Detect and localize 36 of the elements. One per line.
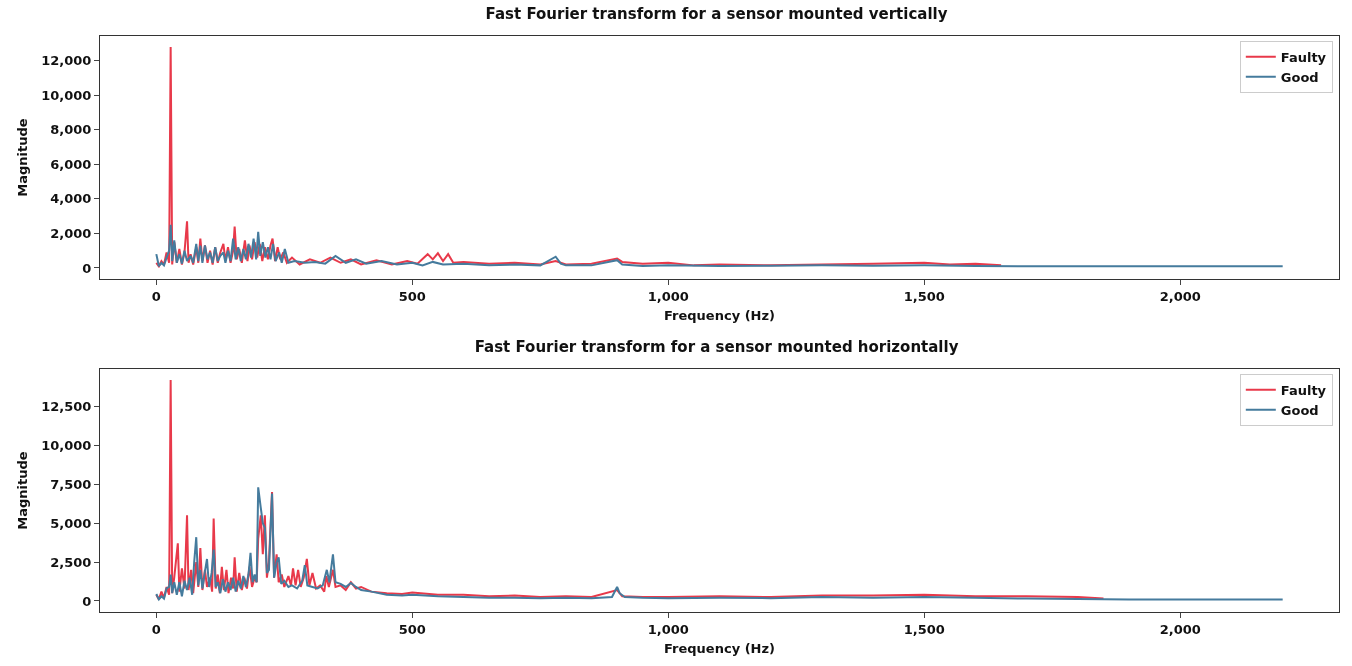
y-tick-label: 7,500 bbox=[50, 476, 92, 492]
x-tick-label: 500 bbox=[398, 621, 426, 637]
legend-label: Good bbox=[1280, 402, 1319, 418]
y-axis-title: Magnitude bbox=[15, 451, 31, 530]
x-tick-label: 1,000 bbox=[647, 621, 689, 637]
line-series bbox=[155, 486, 1284, 601]
line-series bbox=[155, 223, 1284, 268]
y-tick-label: 12,500 bbox=[41, 399, 92, 415]
x-tick-label: 0 bbox=[151, 621, 161, 637]
x-tick-label: 1,500 bbox=[903, 288, 945, 304]
x-tick-label: 1,500 bbox=[903, 621, 945, 637]
x-tick-label: 0 bbox=[151, 288, 161, 304]
y-axis-title: Magnitude bbox=[15, 118, 31, 197]
y-tick-label: 2,500 bbox=[50, 554, 92, 570]
x-tick-label: 2,000 bbox=[1159, 621, 1201, 637]
y-tick-label: 0 bbox=[82, 593, 92, 609]
chart-title: Fast Fourier transform for a sensor mounted horizontally bbox=[474, 337, 959, 356]
y-tick-label: 12,000 bbox=[41, 53, 92, 69]
y-tick-label: 10,000 bbox=[41, 87, 92, 103]
x-axis-title: Frequency (Hz) bbox=[664, 308, 775, 324]
x-axis-title: Frequency (Hz) bbox=[664, 641, 775, 657]
legend-label: Good bbox=[1280, 69, 1319, 85]
line-series bbox=[155, 46, 1003, 268]
legend-label: Faulty bbox=[1280, 49, 1327, 65]
y-tick-label: 6,000 bbox=[50, 156, 92, 172]
y-tick-label: 2,000 bbox=[50, 225, 92, 241]
y-tick-label: 0 bbox=[82, 260, 92, 276]
y-tick-label: 8,000 bbox=[50, 122, 92, 138]
chart-title: Fast Fourier transform for a sensor mounted vertically bbox=[485, 4, 948, 23]
y-tick-label: 5,000 bbox=[50, 515, 92, 531]
legend-label: Faulty bbox=[1280, 382, 1327, 398]
x-tick-label: 1,000 bbox=[647, 288, 689, 304]
x-tick-label: 500 bbox=[398, 288, 426, 304]
x-tick-label: 2,000 bbox=[1159, 288, 1201, 304]
y-tick-label: 4,000 bbox=[50, 191, 92, 207]
y-tick-label: 10,000 bbox=[41, 437, 92, 453]
